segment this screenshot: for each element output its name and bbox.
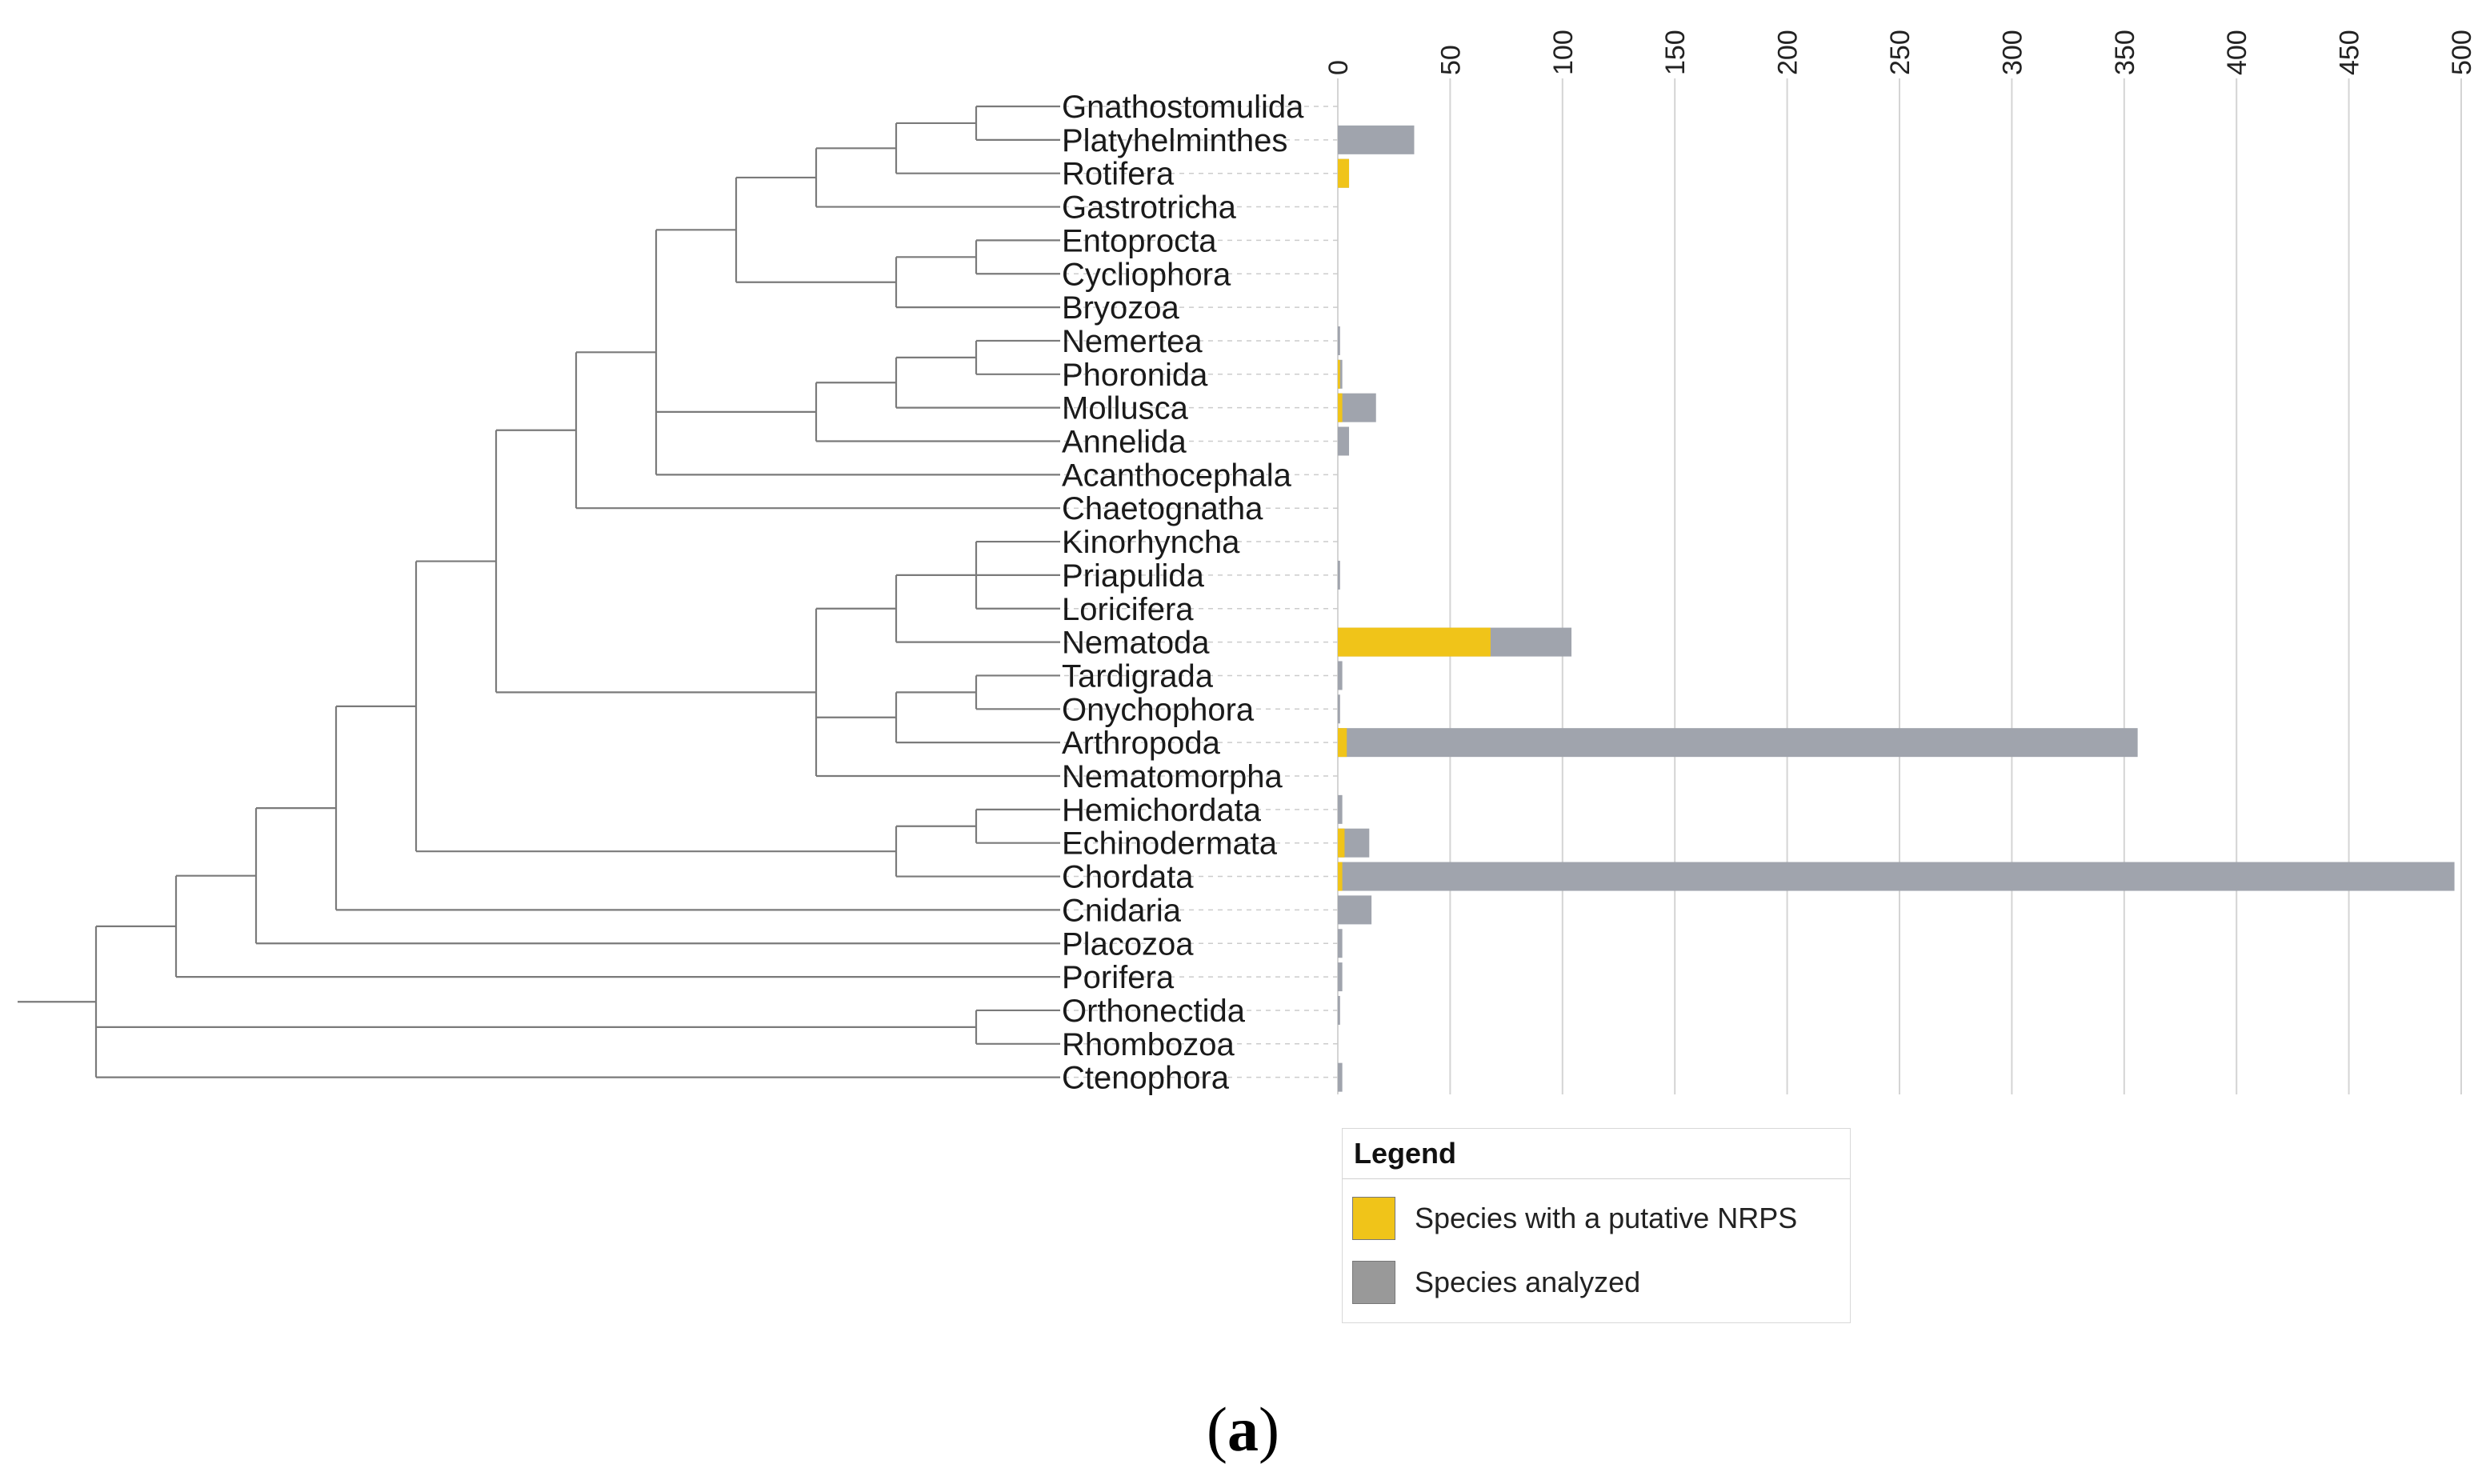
- caption-letter: a: [1227, 1394, 1259, 1464]
- x-tick-label: 350: [2110, 30, 2140, 75]
- taxon-label-nematoda: Nematoda: [1062, 626, 1210, 661]
- bar-analyzed-orthonectida: [1338, 995, 1340, 1025]
- legend-divider: [1343, 1178, 1850, 1179]
- taxon-label-bryozoa: Bryozoa: [1062, 290, 1179, 326]
- x-tick-label: 50: [1435, 45, 1466, 75]
- bar-analyzed-platyhelminthes: [1338, 125, 1415, 154]
- taxon-label-loricifera: Loricifera: [1062, 592, 1194, 627]
- taxon-label-chaetognatha: Chaetognatha: [1062, 491, 1263, 526]
- bar-nrps-nematoda: [1338, 627, 1491, 657]
- taxon-label-nematomorpha: Nematomorpha: [1062, 759, 1283, 794]
- x-tick-label: 200: [1773, 30, 1803, 75]
- x-tick-label: 0: [1323, 60, 1354, 75]
- legend-item-analyzed: Species analyzed: [1352, 1260, 1640, 1305]
- leader-lines: [1064, 106, 1338, 1078]
- bar-analyzed-chordata: [1338, 862, 2455, 891]
- x-tick-label: 250: [1885, 30, 1916, 75]
- taxon-label-arthropoda: Arthropoda: [1062, 726, 1221, 761]
- taxon-label-chordata: Chordata: [1062, 860, 1194, 895]
- taxon-label-nemertea: Nemertea: [1062, 324, 1203, 359]
- taxon-label-hemichordata: Hemichordata: [1062, 793, 1262, 828]
- taxon-label-cnidaria: Cnidaria: [1062, 893, 1182, 928]
- x-tick-label: 150: [1660, 30, 1691, 75]
- legend-item-nrps: Species with a putative NRPS: [1352, 1196, 1797, 1241]
- bar-analyzed-onychophora: [1338, 694, 1340, 724]
- bar-analyzed-annelida: [1338, 426, 1350, 456]
- gridlines: [1337, 78, 2462, 1094]
- legend-label-nrps: Species with a putative NRPS: [1415, 1202, 1798, 1234]
- taxon-label-cycliophora: Cycliophora: [1062, 257, 1231, 292]
- bar-nrps-mollusca: [1338, 393, 1343, 422]
- legend-label-analyzed: Species analyzed: [1415, 1266, 1641, 1298]
- bar-analyzed-mollusca: [1338, 393, 1376, 422]
- taxon-label-annelida: Annelida: [1062, 425, 1187, 460]
- bar-analyzed-tardigrada: [1338, 661, 1343, 690]
- x-tick-label: 100: [1548, 30, 1579, 75]
- taxon-label-entoprocta: Entoprocta: [1062, 223, 1217, 258]
- taxon-label-gnathostomulida: Gnathostomulida: [1062, 90, 1304, 125]
- taxon-label-kinorhyncha: Kinorhyncha: [1062, 525, 1240, 560]
- bar-analyzed-priapulida: [1338, 560, 1340, 590]
- phylogenetic-tree: [18, 105, 1060, 1078]
- bar-analyzed-placozoa: [1338, 929, 1343, 958]
- bar-nrps-phoronida: [1338, 359, 1340, 389]
- taxon-label-acanthocephala: Acanthocephala: [1062, 458, 1292, 493]
- taxon-label-tardigrada: Tardigrada: [1062, 658, 1214, 694]
- bars: [1338, 125, 2455, 1092]
- taxon-label-priapulida: Priapulida: [1062, 558, 1205, 594]
- taxon-label-gastrotricha: Gastrotricha: [1062, 190, 1237, 226]
- taxon-label-onychophora: Onychophora: [1062, 692, 1255, 727]
- taxon-labels: GnathostomulidaPlatyhelminthesRotiferaGa…: [1062, 90, 1304, 1096]
- figure-caption: (a): [0, 1394, 2486, 1466]
- bar-analyzed-arthropoda: [1338, 728, 2138, 758]
- bar-analyzed-porifera: [1338, 962, 1343, 992]
- x-axis-tick-labels: 0 50 100 150 200 250 300 350 400 450 500: [1323, 30, 2477, 75]
- bar-analyzed-cnidaria: [1338, 895, 1372, 925]
- caption-open-paren: (: [1207, 1394, 1227, 1464]
- legend-swatch-analyzed: [1352, 1261, 1395, 1304]
- taxon-label-echinodermata: Echinodermata: [1062, 826, 1278, 862]
- legend: Legend Species with a putative NRPS Spec…: [1342, 1128, 1851, 1323]
- legend-title: Legend: [1354, 1137, 1457, 1170]
- x-tick-label: 500: [2447, 30, 2477, 75]
- x-tick-label: 450: [2335, 30, 2365, 75]
- taxon-label-ctenophora: Ctenophora: [1062, 1061, 1230, 1096]
- bar-nrps-echinodermata: [1338, 828, 1345, 858]
- bar-analyzed-ctenophora: [1338, 1062, 1343, 1092]
- taxon-label-mollusca: Mollusca: [1062, 391, 1189, 426]
- bar-nrps-rotifera: [1338, 158, 1350, 188]
- bar-nrps-chordata: [1338, 862, 1343, 891]
- bar-analyzed-nemertea: [1338, 326, 1340, 355]
- taxon-label-rotifera: Rotifera: [1062, 157, 1175, 192]
- taxon-label-rhombozoa: Rhombozoa: [1062, 1027, 1235, 1062]
- caption-close-paren: ): [1259, 1394, 1279, 1464]
- taxon-label-porifera: Porifera: [1062, 960, 1175, 995]
- bar-analyzed-hemichordata: [1338, 794, 1343, 824]
- x-tick-label: 300: [1997, 30, 2028, 75]
- taxon-label-phoronida: Phoronida: [1062, 358, 1208, 393]
- taxon-label-orthonectida: Orthonectida: [1062, 994, 1246, 1029]
- legend-swatch-nrps: [1352, 1197, 1395, 1240]
- bar-nrps-arthropoda: [1338, 728, 1347, 758]
- taxon-label-placozoa: Placozoa: [1062, 926, 1194, 962]
- taxon-label-platyhelminthes: Platyhelminthes: [1062, 123, 1287, 158]
- x-tick-label: 400: [2222, 30, 2252, 75]
